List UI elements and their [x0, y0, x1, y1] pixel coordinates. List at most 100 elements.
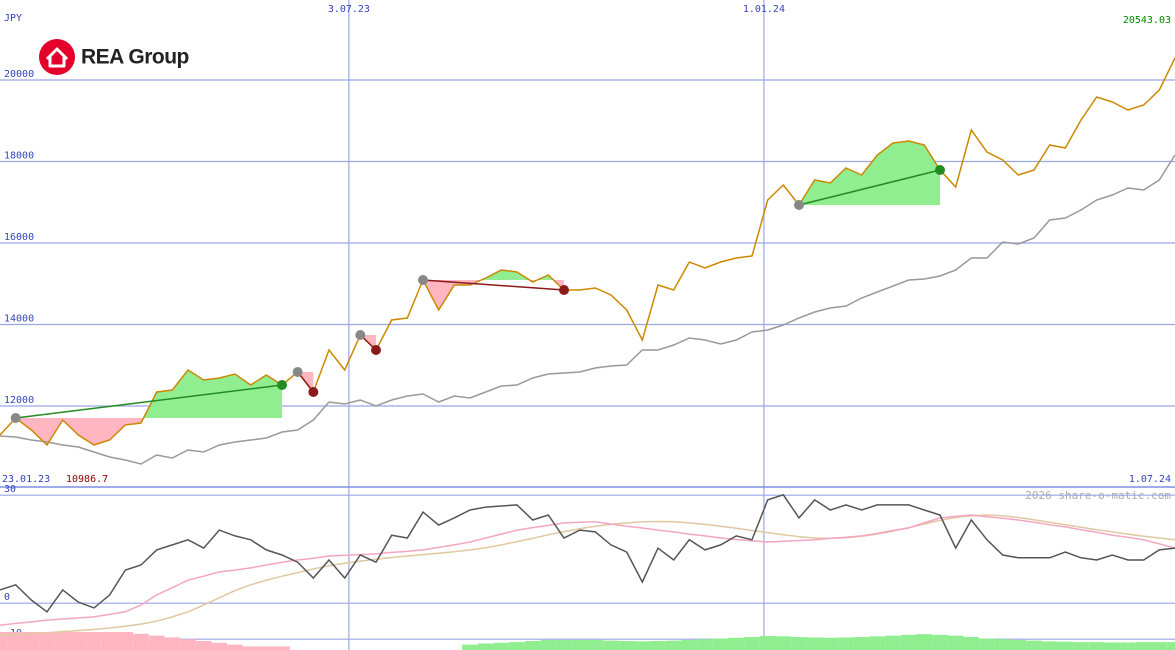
trade-entry: [355, 330, 366, 341]
histogram-bar: [195, 641, 212, 650]
histogram-bar: [979, 638, 995, 650]
trade-entry: [418, 274, 428, 285]
histogram-bar: [853, 637, 870, 650]
histogram-bar: [728, 637, 745, 650]
histogram-bar: [1041, 641, 1058, 650]
y-tick-label: 30: [4, 484, 16, 495]
histogram-bar: [493, 642, 510, 650]
last-value: 20543.03: [1123, 15, 1171, 26]
series-line: [0, 57, 1175, 447]
trade-line: [422, 279, 565, 291]
unit-label: JPY: [4, 13, 22, 24]
histogram-bar: [164, 637, 181, 650]
histogram-bar: [838, 637, 854, 650]
histogram-bar: [524, 641, 541, 650]
histogram-bar: [211, 642, 228, 650]
histogram-bar: [681, 639, 698, 650]
series-line: [0, 493, 1175, 613]
trades: [15, 140, 940, 445]
histogram-bar: [618, 641, 635, 650]
histogram-bar: [885, 635, 901, 650]
x-tick-label: 3.07.23: [328, 4, 370, 15]
histogram-bar: [994, 639, 1011, 650]
histogram-bar: [775, 636, 792, 650]
x-tick-label: 1.07.24: [1129, 474, 1171, 485]
series-line: [0, 514, 1175, 637]
histogram-bar: [540, 639, 557, 650]
histogram-bar: [0, 632, 8, 650]
histogram-bar: [1167, 642, 1175, 650]
y-tick-label: 20000: [4, 69, 34, 80]
histogram-bar: [509, 642, 525, 650]
histogram-bar: [1026, 640, 1042, 650]
histogram-bar: [462, 644, 478, 650]
trade-fill: [423, 270, 564, 280]
trade-fill: [15, 418, 282, 445]
logo-icon: [39, 39, 75, 75]
trade-entry: [10, 413, 21, 424]
histogram-bar: [571, 639, 588, 650]
histogram-bar: [1073, 642, 1089, 650]
y-tick-label: 14000: [4, 313, 34, 324]
histogram-bar: [791, 637, 807, 650]
histogram-bar: [697, 639, 713, 650]
histogram-bar: [1057, 641, 1074, 650]
histogram-bar: [477, 643, 494, 650]
logo-house: [45, 47, 69, 68]
histogram-bar: [242, 646, 259, 650]
histogram-bar: [665, 640, 682, 650]
histogram-bar: [1135, 642, 1152, 650]
y-tick-label: 16000: [4, 232, 34, 243]
x-tick-label: 1.01.24: [743, 4, 785, 15]
trade-entry: [794, 200, 804, 211]
histogram-bar: [947, 635, 964, 650]
logo: REA Group: [39, 39, 189, 75]
histogram-bar: [39, 632, 55, 650]
histogram-bar: [556, 639, 572, 650]
series-line: [0, 154, 1175, 465]
trade-exit: [308, 387, 319, 398]
histogram-bar: [86, 632, 102, 650]
histogram-bar: [712, 638, 729, 650]
histogram-bar: [806, 637, 823, 650]
trade-exit: [277, 380, 287, 391]
trade-exit: [371, 344, 381, 355]
trade-exit: [935, 165, 945, 176]
histogram-bar: [587, 639, 604, 650]
histogram-bar: [1151, 642, 1168, 650]
histogram-bar: [822, 637, 839, 650]
histogram-bar: [916, 634, 933, 650]
trade-line: [798, 169, 941, 206]
low-value: 10986.7: [66, 474, 108, 485]
histogram-bar: [963, 637, 980, 650]
histogram-bar: [7, 632, 24, 650]
histogram-bar: [603, 640, 619, 650]
trade-exit: [559, 284, 569, 295]
histogram-bar: [932, 634, 948, 650]
histogram-bar: [1120, 642, 1136, 650]
series-line: [0, 514, 1175, 626]
histogram-bar: [101, 632, 118, 650]
logo-text: REA Group: [81, 46, 189, 69]
histogram-bar: [274, 646, 290, 650]
histogram-bar: [148, 635, 165, 650]
histogram-bar: [650, 641, 666, 650]
trade-entry: [292, 367, 303, 378]
histogram-bar: [227, 644, 243, 650]
histogram-bar: [1088, 642, 1105, 650]
histogram-bar: [634, 641, 651, 650]
histogram-bar: [133, 633, 149, 650]
y-tick-label: 18000: [4, 150, 34, 161]
y-tick-label: 12000: [4, 395, 34, 406]
histogram-bar: [900, 634, 917, 650]
trade-fill: [799, 140, 940, 206]
histogram-bar: [70, 632, 87, 650]
histogram-bar: [23, 632, 40, 650]
histogram-bar: [759, 635, 776, 650]
histogram-bar: [54, 632, 71, 650]
trade-fill: [15, 370, 282, 419]
histogram-bar: [744, 637, 760, 650]
x-tick-label: 23.01.23: [2, 474, 50, 485]
